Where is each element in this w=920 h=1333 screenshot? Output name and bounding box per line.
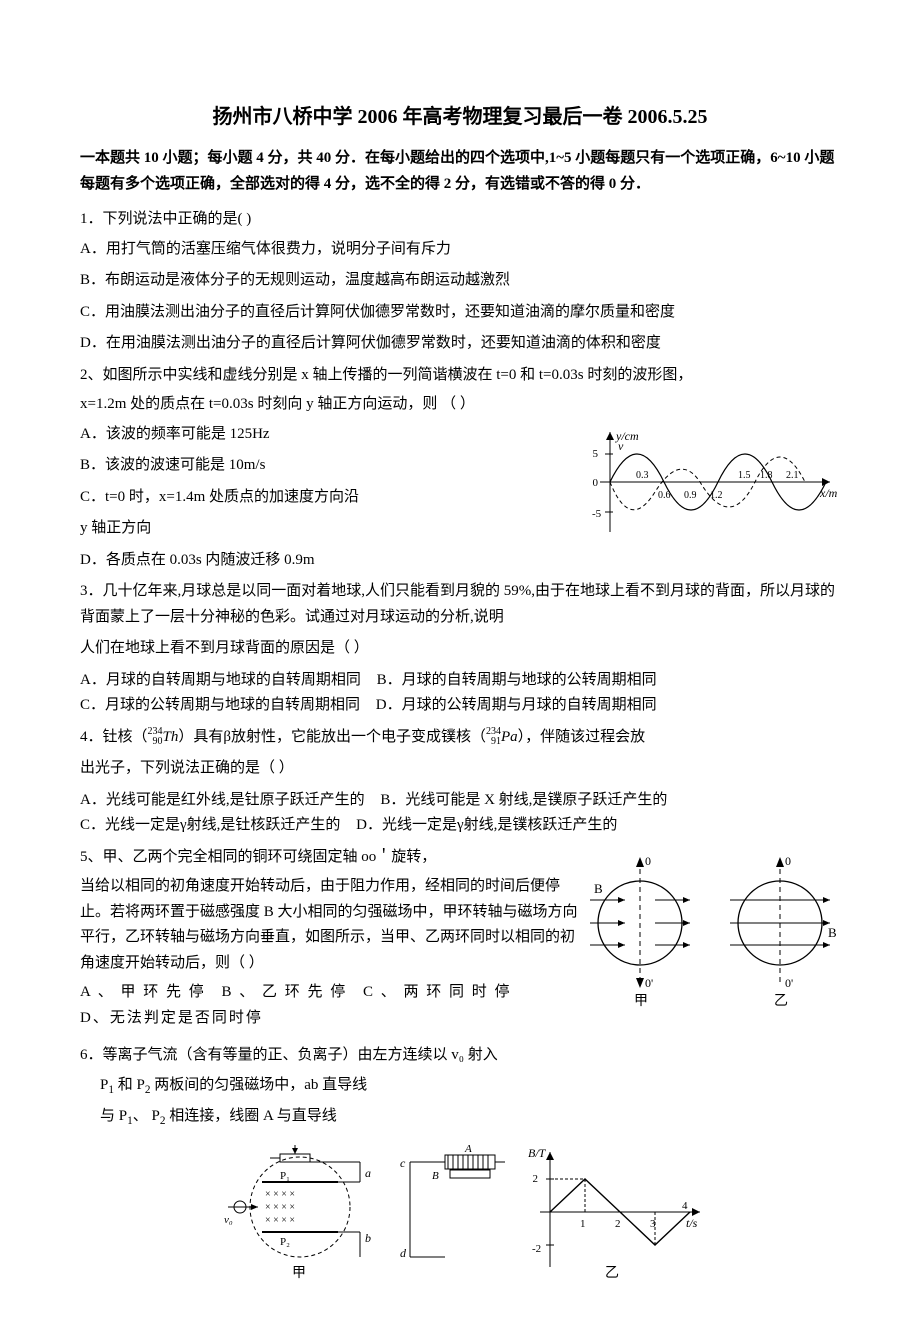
svg-text:× × × ×: × × × × [265, 1189, 295, 1200]
q5-stem-1: 5、甲、乙两个完全相同的铜环可绕固定轴 oo＇旋转， [80, 845, 580, 871]
svg-text:1.2: 1.2 [710, 490, 723, 501]
q1-opt-d: D．在用油膜法测出油分子的直径后计算阿伏伽德罗常数时，还要知道油滴的体积和密度 [80, 331, 840, 357]
svg-text:× × × ×: × × × × [265, 1202, 295, 1213]
svg-text:0: 0 [785, 854, 791, 868]
q4-nuc2-sym: Pa [501, 729, 518, 745]
svg-text:0: 0 [645, 854, 651, 868]
q3-opt-b: B．月球的自转周期与地球的公转周期相同 [377, 668, 657, 694]
q4-stem-post: ），伴随该过程会放 [518, 729, 646, 745]
svg-text:1.8: 1.8 [760, 470, 773, 481]
svg-text:5: 5 [593, 448, 599, 460]
q1-opt-a: A．用打气筒的活塞压缩气体很费力，说明分子间有斥力 [80, 237, 840, 263]
q4-stem-mid: ）具有β放射性，它能放出一个电子变成镤核（ [178, 729, 486, 745]
svg-text:-5: -5 [592, 508, 602, 520]
q2-opt-a: A．该波的频率可能是 125Hz [80, 422, 580, 448]
q2-wave-chart: y/cm v x/m 5 0 -5 0.3 0.6 0.9 1.2 1.5 1.… [580, 422, 840, 542]
svg-text:a: a [365, 1166, 371, 1180]
question-3: 3．几十亿年来,月球总是以同一面对着地球,人们只能看到月貌的 59%,由于在地球… [80, 579, 840, 719]
q1-opt-b: B．布朗运动是液体分子的无规则运动，温度越高布朗运动越激烈 [80, 268, 840, 294]
q4-opts-row2: C．光线一定是γ射线,是钍核跃迁产生的 D．光线一定是γ射线,是镤核跃迁产生的 [80, 813, 840, 839]
q4-opt-b: B．光线可能是 X 射线,是镤原子跃迁产生的 [380, 788, 667, 814]
q5-opt-d: D、无法判定是否同时停 [80, 1006, 580, 1032]
q2-opt-c: C．t=0 时，x=1.4m 处质点的加速度方向沿 [80, 485, 580, 511]
question-4: 4．钍核（23490Th）具有β放射性，它能放出一个电子变成镤核（23491Pa… [80, 725, 840, 839]
svg-text:P₁: P₁ [280, 1170, 290, 1182]
q4-opt-a: A．光线可能是红外线,是钍原子跃迁产生的 [80, 788, 365, 814]
svg-text:0.9: 0.9 [684, 490, 697, 501]
q3-stem: 3．几十亿年来,月球总是以同一面对着地球,人们只能看到月貌的 59%,由于在地球… [80, 579, 840, 630]
svg-text:0.3: 0.3 [636, 470, 649, 481]
svg-text:0.6: 0.6 [658, 490, 671, 501]
q3-opts-row1: A．月球的自转周期与地球的自转周期相同 B．月球的自转周期与地球的公转周期相同 [80, 668, 840, 694]
svg-text:甲: 甲 [634, 994, 648, 1009]
q4-stem-pre: 4．钍核（ [80, 729, 148, 745]
svg-text:P₂: P₂ [280, 1236, 290, 1248]
q1-opt-c: C．用油膜法测出油分子的直径后计算阿伏伽德罗常数时，还要知道油滴的摩尔质量和密度 [80, 300, 840, 326]
svg-text:0: 0 [593, 477, 599, 489]
q4-nuc2-z: 91 [491, 736, 501, 747]
svg-text:B: B [594, 881, 603, 896]
svg-text:c: c [400, 1156, 406, 1170]
svg-text:乙: 乙 [605, 1265, 619, 1281]
svg-text:B: B [432, 1170, 439, 1182]
q5-opt-a: A 、 甲 环 先 停 [80, 980, 206, 1006]
q4-nuc1-z: 90 [153, 736, 163, 747]
question-2: 2、如图所示中实线和虚线分别是 x 轴上传播的一列简谐横波在 t=0 和 t=0… [80, 363, 840, 574]
q5-opt-b: B 、 乙 环 先 停 [222, 980, 348, 1006]
q2-stem-2: x=1.2m 处的质点在 t=0.03s 时刻向 y 轴正方向运动，则 （ ） [80, 392, 840, 418]
svg-text:t/s: t/s [686, 1216, 698, 1230]
svg-text:1.5: 1.5 [738, 470, 751, 481]
q6-fig-right: B/T t/s 2 -2 1 2 3 4 乙 [510, 1137, 710, 1287]
q4-opt-d: D．光线一定是γ射线,是镤核跃迁产生的 [356, 813, 617, 839]
q2-opt-b: B．该波的波速可能是 10m/s [80, 453, 580, 479]
q2-opt-d: D．各质点在 0.03s 内随波迁移 0.9m [80, 548, 840, 574]
svg-text:2.1: 2.1 [786, 470, 799, 481]
svg-text:0': 0' [645, 976, 653, 990]
svg-text:d: d [400, 1246, 407, 1260]
instructions: 一本题共 10 小题；每小题 4 分，共 40 分．在每小题给出的四个选项中,1… [80, 146, 840, 197]
q6-stem-2: P1 和 P2 两板间的匀强磁场中，ab 直导线 [100, 1073, 840, 1100]
svg-text:B: B [828, 925, 837, 940]
question-6: 6．等离子气流（含有等量的正、负离子）由左方连续以 v₀ 射入 P1 和 P2 … [80, 1043, 840, 1287]
q1-stem: 1．下列说法中正确的是( ) [80, 207, 840, 233]
q4-stem: 4．钍核（23490Th）具有β放射性，它能放出一个电子变成镤核（23491Pa… [80, 725, 840, 751]
q6-stem-3: 与 P1、 P2 相连接，线圈 A 与直导线 [100, 1104, 840, 1131]
q4-opt-c: C．光线一定是γ射线,是钍核跃迁产生的 [80, 813, 340, 839]
svg-text:1: 1 [580, 1218, 586, 1230]
q4-stem-2: 出光子，下列说法正确的是（ ） [80, 756, 840, 782]
q4-nuc1-sym: Th [163, 729, 179, 745]
svg-text:-2: -2 [532, 1243, 541, 1255]
svg-text:v: v [618, 439, 624, 453]
q5-opt-c: C 、 两 环 同 时 停 [363, 980, 512, 1006]
svg-text:v₀: v₀ [224, 1214, 233, 1226]
svg-text:B/T: B/T [528, 1146, 547, 1160]
page-title: 扬州市八桥中学 2006 年高考物理复习最后一卷 2006.5.25 [80, 100, 840, 134]
svg-text:× × × ×: × × × × [265, 1215, 295, 1226]
q5-figure: 0 0' B 甲 0 0' B [580, 845, 840, 1015]
svg-text:甲: 甲 [292, 1266, 306, 1281]
q3-opts-row2: C．月球的公转周期与地球的自转周期相同 D．月球的公转周期与月球的自转周期相同 [80, 693, 840, 719]
q3-stem-2: 人们在地球上看不到月球背面的原因是（ ） [80, 636, 840, 662]
svg-text:b: b [365, 1231, 371, 1245]
svg-text:2: 2 [615, 1218, 621, 1230]
q6-fig-left: P₁ P₂ × × × × × × × × × × × × v₀ [210, 1137, 390, 1287]
question-1: 1．下列说法中正确的是( ) A．用打气筒的活塞压缩气体很费力，说明分子间有斥力… [80, 207, 840, 357]
q3-opt-c: C．月球的公转周期与地球的自转周期相同 [80, 693, 360, 719]
q5-opts: A 、 甲 环 先 停 B 、 乙 环 先 停 C 、 两 环 同 时 停 [80, 980, 580, 1006]
svg-text:2: 2 [533, 1173, 539, 1185]
svg-text:4: 4 [682, 1200, 688, 1212]
question-5: 5、甲、乙两个完全相同的铜环可绕固定轴 oo＇旋转， 当给以相同的初角速度开始转… [80, 845, 840, 1038]
svg-text:A: A [464, 1143, 472, 1155]
svg-text:0': 0' [785, 976, 793, 990]
q2-stem-1: 2、如图所示中实线和虚线分别是 x 轴上传播的一列简谐横波在 t=0 和 t=0… [80, 363, 840, 389]
q3-opt-a: A．月球的自转周期与地球的自转周期相同 [80, 668, 361, 694]
q6-stem-1: 6．等离子气流（含有等量的正、负离子）由左方连续以 v₀ 射入 [80, 1043, 840, 1069]
q2-opt-c-cont: y 轴正方向 [80, 516, 580, 542]
q6-fig-mid: c d A B [390, 1137, 510, 1287]
svg-text:x/m: x/m [819, 486, 838, 500]
q5-stem-2: 当给以相同的初角速度开始转动后，由于阻力作用，经相同的时间后便停止。若将两环置于… [80, 874, 580, 976]
q4-opts-row1: A．光线可能是红外线,是钍原子跃迁产生的 B．光线可能是 X 射线,是镤原子跃迁… [80, 788, 840, 814]
svg-text:乙: 乙 [774, 993, 788, 1009]
q3-opt-d: D．月球的公转周期与月球的自转周期相同 [376, 693, 657, 719]
